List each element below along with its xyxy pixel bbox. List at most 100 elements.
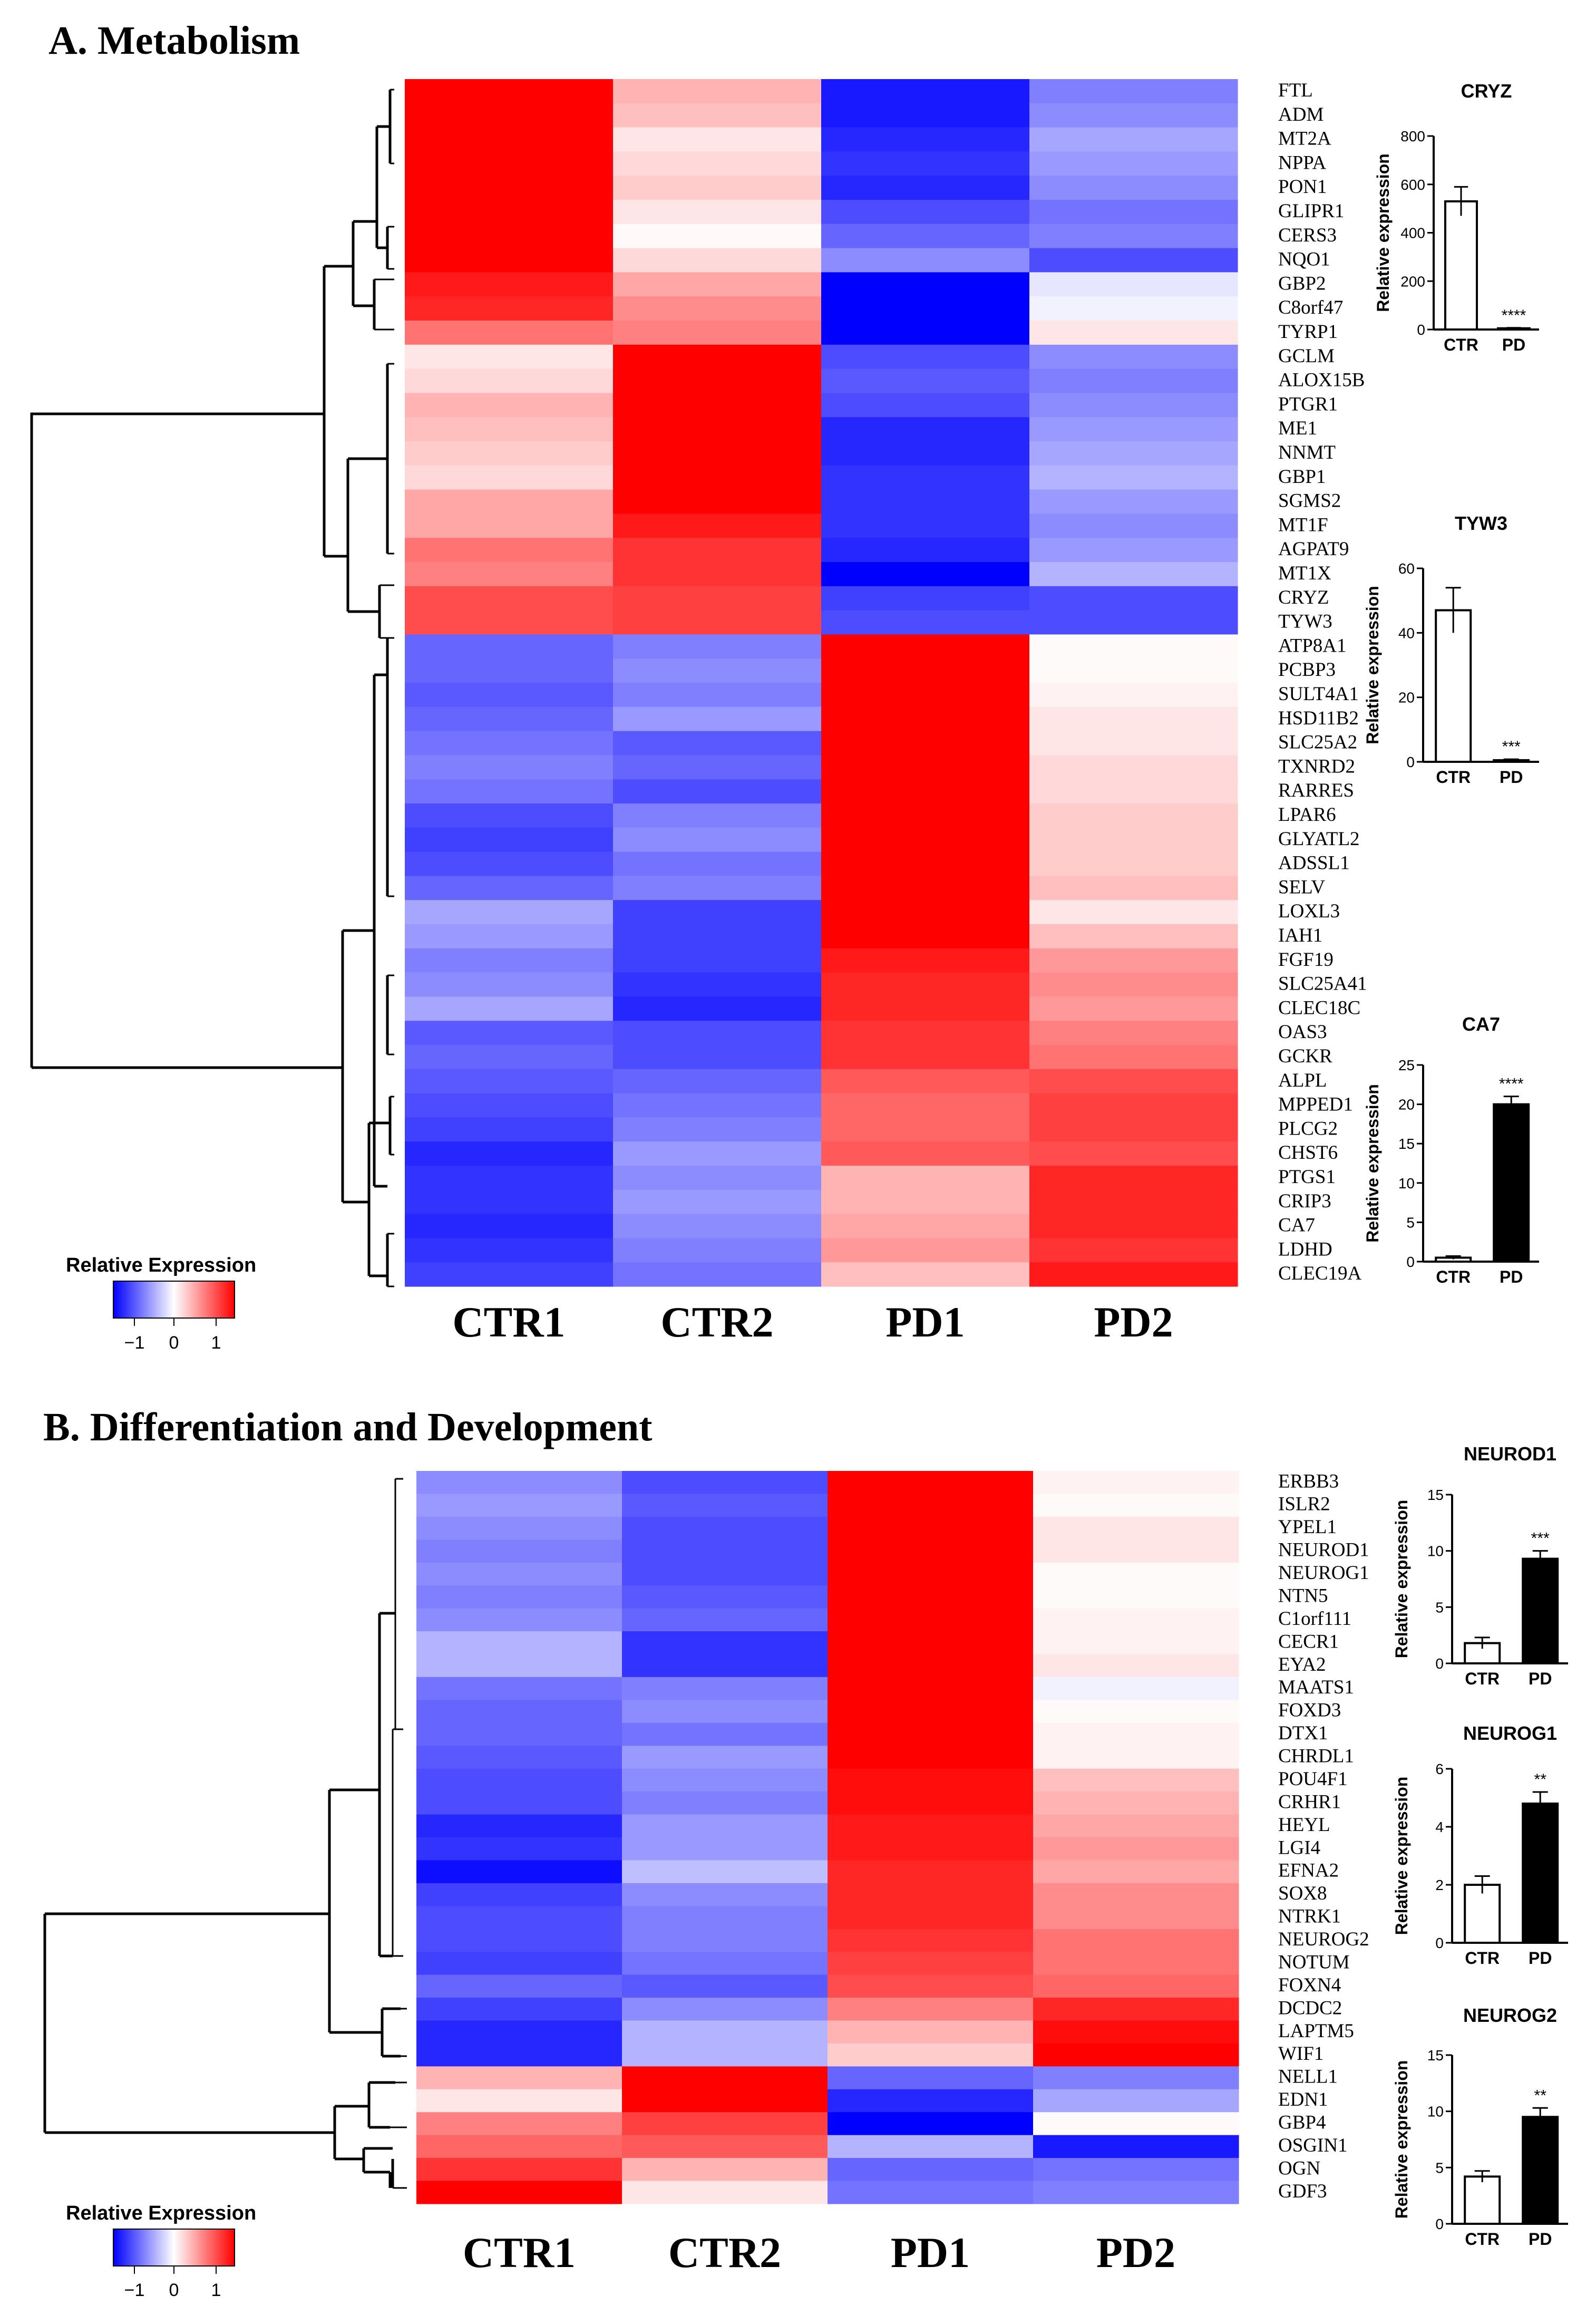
gene-label: PLCG2 bbox=[1278, 1118, 1338, 1139]
y-axis-label: Relative expression bbox=[1374, 153, 1393, 312]
gene-label: NEUROG1 bbox=[1278, 1562, 1369, 1584]
heatmap-cell bbox=[416, 1883, 622, 1906]
heatmap-cell bbox=[828, 1631, 1034, 1655]
gene-label: TYRP1 bbox=[1278, 321, 1338, 343]
heatmap-cell bbox=[405, 441, 614, 466]
y-tick-label: 5 bbox=[1406, 1214, 1415, 1231]
heatmap-cell bbox=[405, 610, 614, 635]
heatmap-cell bbox=[613, 176, 822, 200]
y-tick-label: 10 bbox=[1398, 1175, 1415, 1192]
category-label: CTR bbox=[1436, 768, 1471, 787]
heatmap-cell bbox=[828, 1791, 1034, 1815]
bar-chart-title: CA7 bbox=[1462, 1013, 1500, 1035]
bar-chart-title: NEUROG1 bbox=[1463, 1722, 1557, 1744]
heatmap-cell bbox=[1029, 996, 1238, 1021]
heatmap-cell bbox=[405, 634, 614, 659]
heatmap-cell bbox=[613, 1021, 822, 1045]
heatmap-cell bbox=[405, 827, 614, 853]
heatmap-cell bbox=[613, 224, 822, 249]
heatmap-cell bbox=[613, 79, 822, 104]
gene-label: GDF3 bbox=[1278, 2181, 1327, 2202]
heatmap-cell bbox=[416, 1768, 622, 1792]
heatmap-cell bbox=[416, 1860, 622, 1884]
heatmap-cell bbox=[1033, 1494, 1239, 1517]
heatmap-cell bbox=[405, 296, 614, 321]
heatmap-cell bbox=[405, 200, 614, 225]
heatmap-cell bbox=[821, 876, 1030, 900]
y-tick-label: 0 bbox=[1435, 1655, 1444, 1672]
heatmap-cell bbox=[821, 538, 1030, 563]
panel-b: B. Differentiation and Development ERBB3… bbox=[43, 1405, 1568, 2300]
heatmap-cell bbox=[613, 369, 822, 393]
heatmap-cell bbox=[1029, 1166, 1238, 1190]
gene-label: NPPA bbox=[1278, 152, 1326, 173]
gene-label: MPPED1 bbox=[1278, 1094, 1353, 1116]
heatmap-cell bbox=[821, 272, 1030, 297]
panel-a-dendrogram bbox=[30, 90, 392, 1286]
gene-label: WIF1 bbox=[1278, 2043, 1323, 2065]
bar-chart-cryz: CRYZ 0 200 400 600 800 Relative expression CTR P… bbox=[1374, 80, 1539, 354]
heatmap-cell bbox=[416, 1791, 622, 1815]
heatmap-cell bbox=[821, 465, 1030, 490]
heatmap-cell bbox=[828, 1471, 1034, 1494]
heatmap-cell bbox=[613, 393, 822, 418]
heatmap-cell bbox=[405, 683, 614, 708]
heatmap-cell bbox=[622, 1608, 828, 1632]
gene-label: MT2A bbox=[1278, 128, 1331, 150]
gene-label: MT1X bbox=[1278, 563, 1331, 584]
heatmap-cell bbox=[828, 1516, 1034, 1540]
bar-ctr bbox=[1464, 1884, 1501, 1944]
heatmap-cell bbox=[1033, 1539, 1239, 1563]
heatmap-cell bbox=[1033, 1722, 1239, 1746]
heatmap-cell bbox=[405, 586, 614, 611]
gene-label: NEUROD1 bbox=[1278, 1539, 1369, 1561]
heatmap-cell bbox=[613, 972, 822, 997]
y-axis-label: Relative expression bbox=[1392, 1500, 1411, 1659]
heatmap-cell bbox=[1029, 1021, 1238, 1045]
heatmap-cell bbox=[1029, 706, 1238, 732]
heatmap-cell bbox=[405, 803, 614, 828]
panel-b-gene-labels: ERBB3ISLR2YPEL1NEUROD1NEUROG1NTN5C1orf11… bbox=[1278, 1470, 1369, 2202]
heatmap-cell bbox=[613, 779, 822, 804]
heatmap-cell bbox=[828, 1998, 1034, 2021]
gene-label: PON1 bbox=[1278, 176, 1327, 198]
heatmap-cell bbox=[821, 1214, 1030, 1238]
significance-label: **** bbox=[1502, 307, 1526, 324]
heatmap-cell bbox=[622, 2020, 828, 2044]
heatmap-cell bbox=[821, 706, 1030, 732]
gene-label: NTRK1 bbox=[1278, 1906, 1341, 1927]
bar-chart-tyw3: TYW3 0 20 40 60 Relative expression CTR PD *** bbox=[1363, 512, 1539, 787]
heatmap-cell bbox=[622, 2158, 828, 2182]
bar-pd bbox=[1522, 1803, 1559, 1944]
gene-label: SGMS2 bbox=[1278, 490, 1341, 512]
heatmap-cell bbox=[821, 1238, 1030, 1263]
gene-label: POU4F1 bbox=[1278, 1768, 1348, 1790]
heatmap-cell bbox=[613, 1045, 822, 1070]
gene-label: ALOX15B bbox=[1278, 370, 1365, 391]
heatmap-cell bbox=[622, 1768, 828, 1792]
heatmap-cell bbox=[613, 1093, 822, 1118]
panel-a-heatmap bbox=[405, 79, 1238, 1287]
heatmap-cell bbox=[821, 972, 1030, 997]
bar-chart-neurod1: NEUROD1 0 5 10 15 Relative expression CTR PD *** bbox=[1392, 1443, 1568, 1688]
heatmap-cell bbox=[1033, 2020, 1239, 2044]
heatmap-cell bbox=[405, 272, 614, 297]
gene-label: PTGR1 bbox=[1278, 393, 1338, 415]
heatmap-cell bbox=[828, 2181, 1034, 2204]
heatmap-cell bbox=[405, 900, 614, 925]
gene-label: NQO1 bbox=[1278, 249, 1330, 270]
heatmap-cell bbox=[405, 924, 614, 949]
heatmap-cell bbox=[416, 2135, 622, 2158]
heatmap-cell bbox=[613, 321, 822, 345]
legend-colorbar bbox=[113, 1281, 235, 1319]
heatmap-cell bbox=[613, 514, 822, 538]
heatmap-cell bbox=[828, 1906, 1034, 1930]
heatmap-cell bbox=[613, 924, 822, 949]
heatmap-cell bbox=[828, 2066, 1034, 2090]
heatmap-cell bbox=[821, 1262, 1030, 1287]
heatmap-cell bbox=[1029, 1189, 1238, 1215]
gene-label: CERS3 bbox=[1278, 225, 1337, 246]
column-label: CTR2 bbox=[660, 1298, 773, 1346]
heatmap-cell bbox=[821, 1093, 1030, 1118]
y-tick-label: 10 bbox=[1427, 1543, 1444, 1560]
